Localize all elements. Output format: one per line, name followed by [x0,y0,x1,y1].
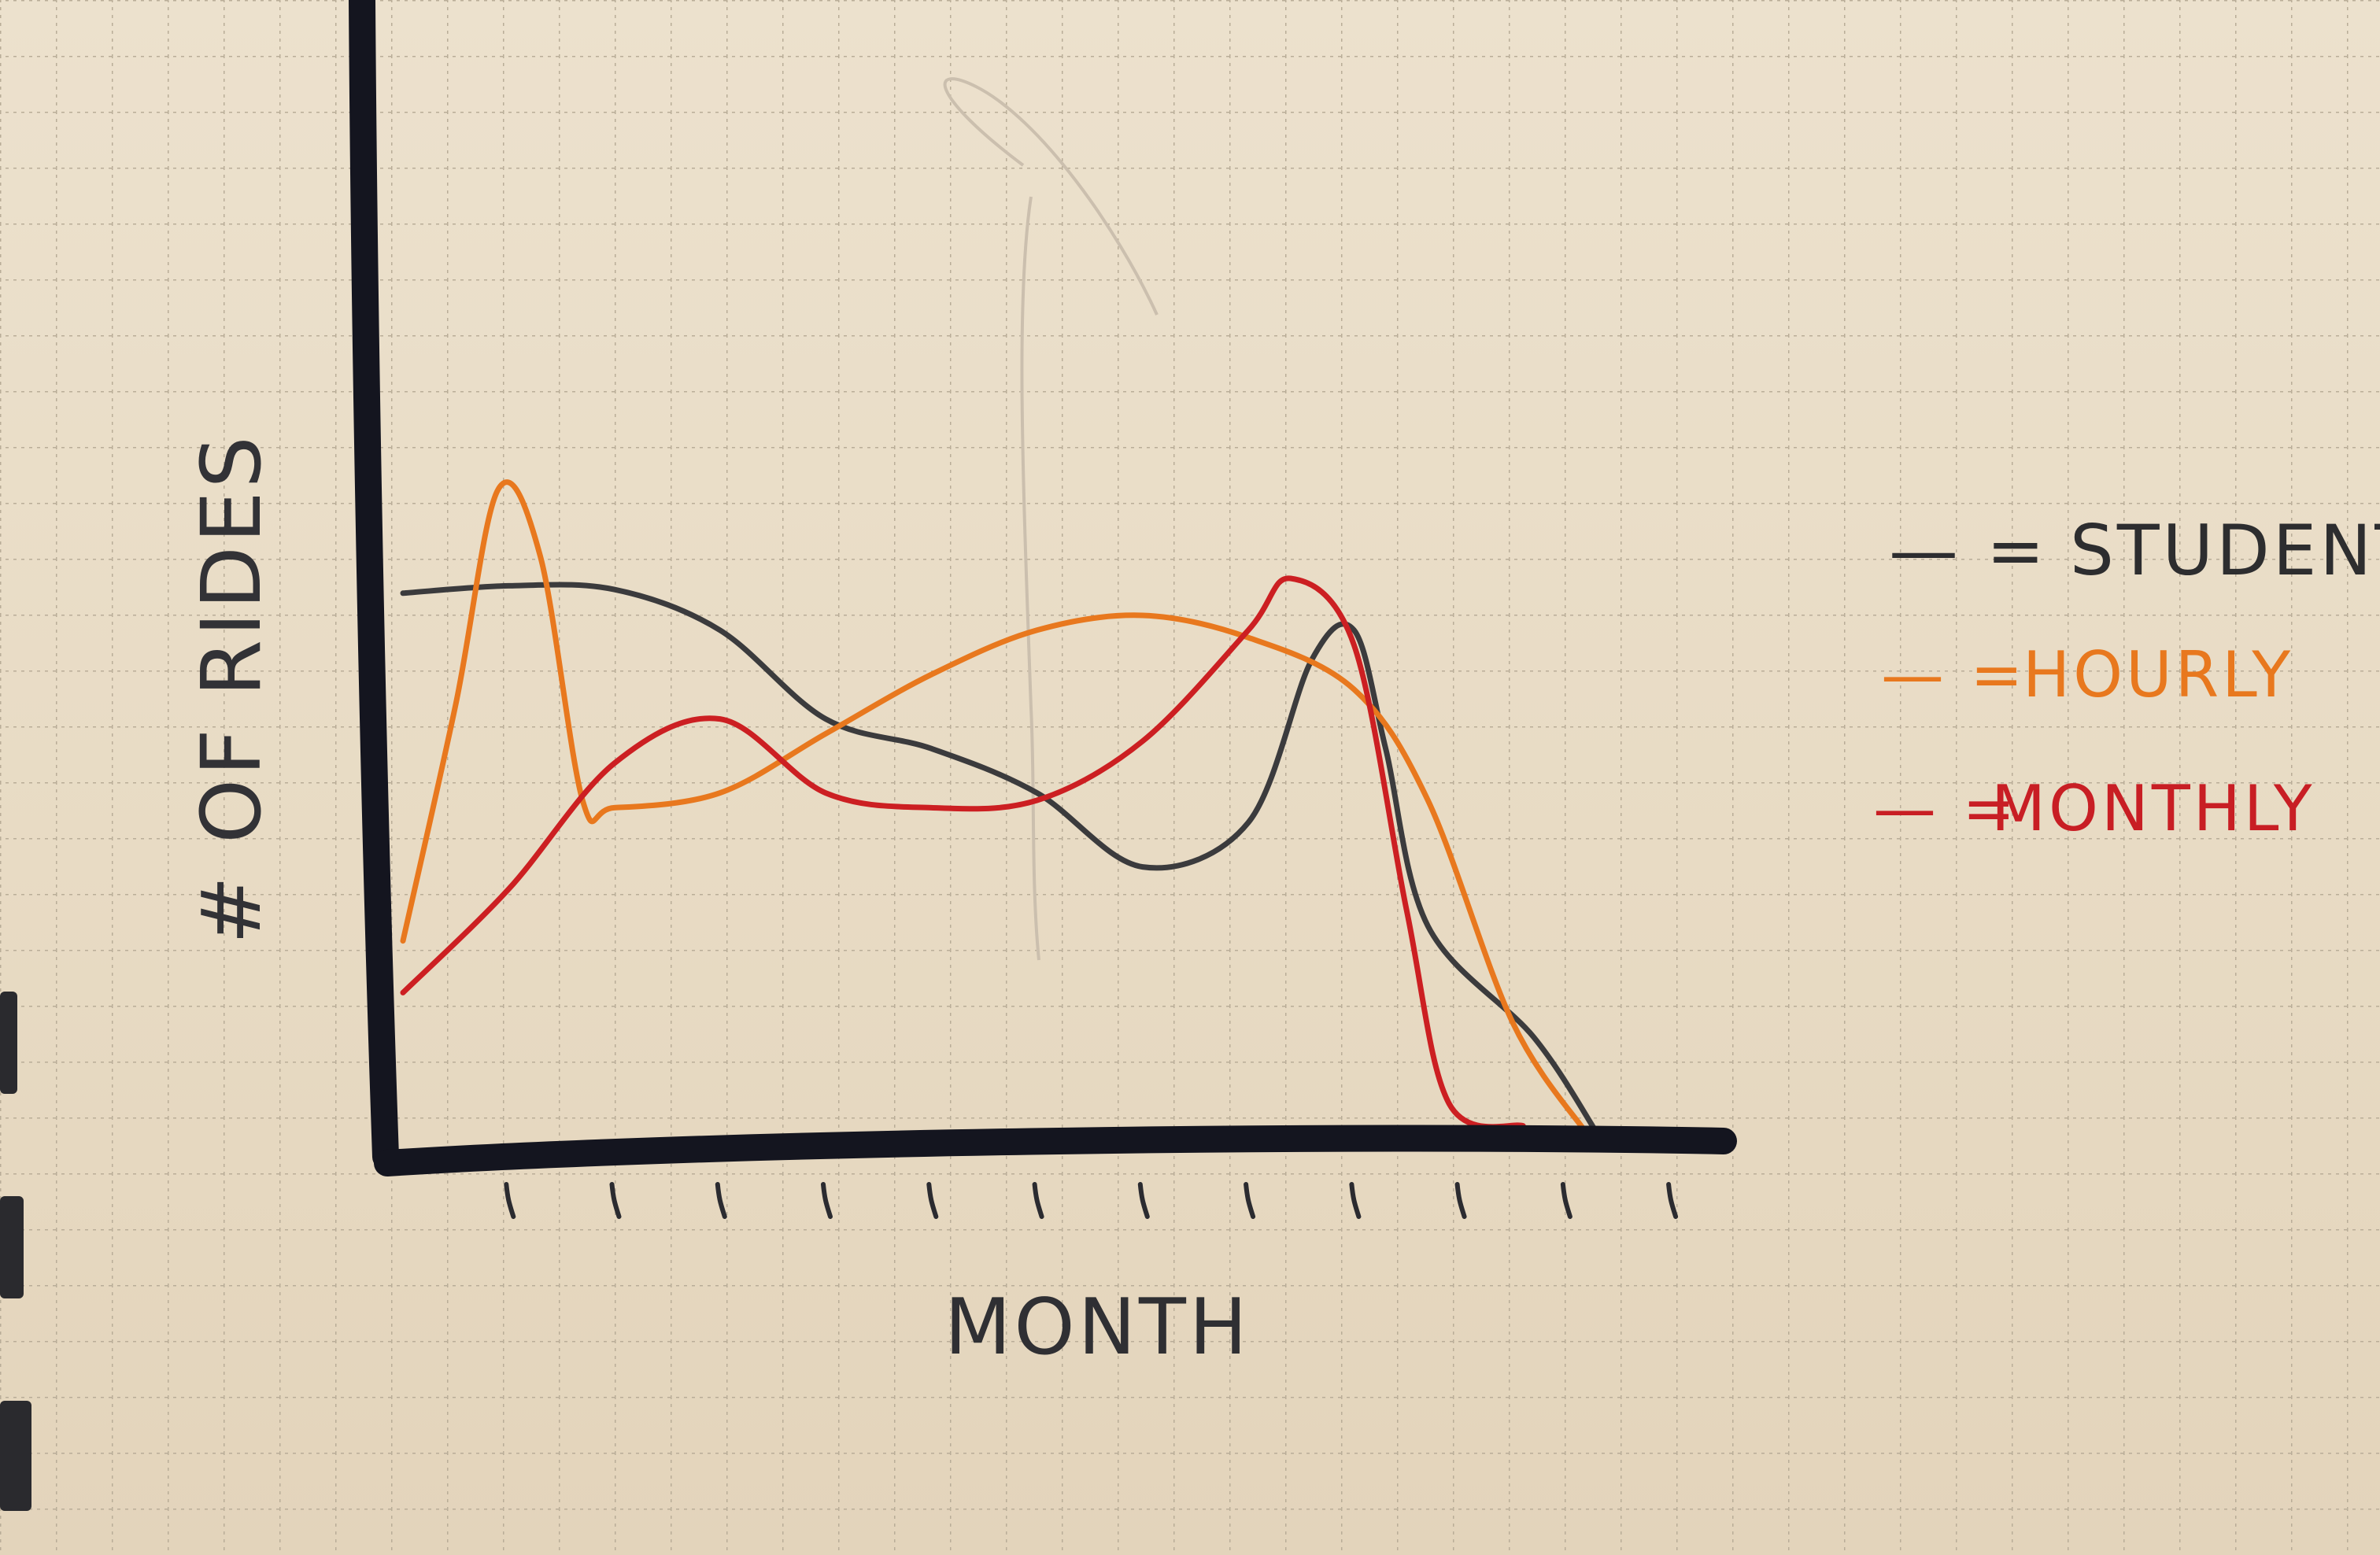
x-axis-ticks [504,1182,1679,1219]
legend-label-monthly: MONTHLY [1991,772,2315,845]
x-axis-line [374,1125,1737,1176]
x-tick-4 [821,1182,833,1219]
x-tick-3 [715,1182,727,1219]
x-tick-9 [1349,1182,1362,1219]
spiral-binding [0,992,31,1511]
series-line-student [400,582,1600,1136]
x-tick-7 [1137,1182,1150,1219]
series-line-monthly [400,575,1526,1130]
x-tick-10 [1454,1182,1467,1219]
legend-item-monthly: — = MONTHLY [1873,772,2315,845]
legend-marker-monthly: — = [1873,772,2018,845]
x-axis-label: MONTH [944,1283,1251,1372]
x-tick-8 [1244,1182,1256,1219]
legend-marker-student: — = [1889,510,2048,591]
x-tick-5 [926,1182,939,1219]
x-tick-1 [504,1182,516,1219]
legend: — = STUDENT — = HOURLY — = MONTHLY [1873,510,2380,845]
legend-label-student: STUDENT [2070,510,2380,591]
x-tick-12 [1666,1182,1679,1219]
legend-item-student: — = STUDENT [1889,510,2380,591]
legend-item-hourly: — = HOURLY [1881,638,2293,711]
x-tick-6 [1032,1182,1044,1219]
series-line-hourly [400,479,1590,1136]
legend-marker-hourly: — = [1881,638,2026,711]
legend-label-hourly: HOURLY [2023,638,2293,711]
y-axis-line [349,0,399,1170]
x-tick-2 [609,1182,622,1219]
plot-lines [400,479,1600,1136]
y-axis-label: # OF RIDES [183,433,279,944]
x-tick-11 [1560,1182,1572,1219]
